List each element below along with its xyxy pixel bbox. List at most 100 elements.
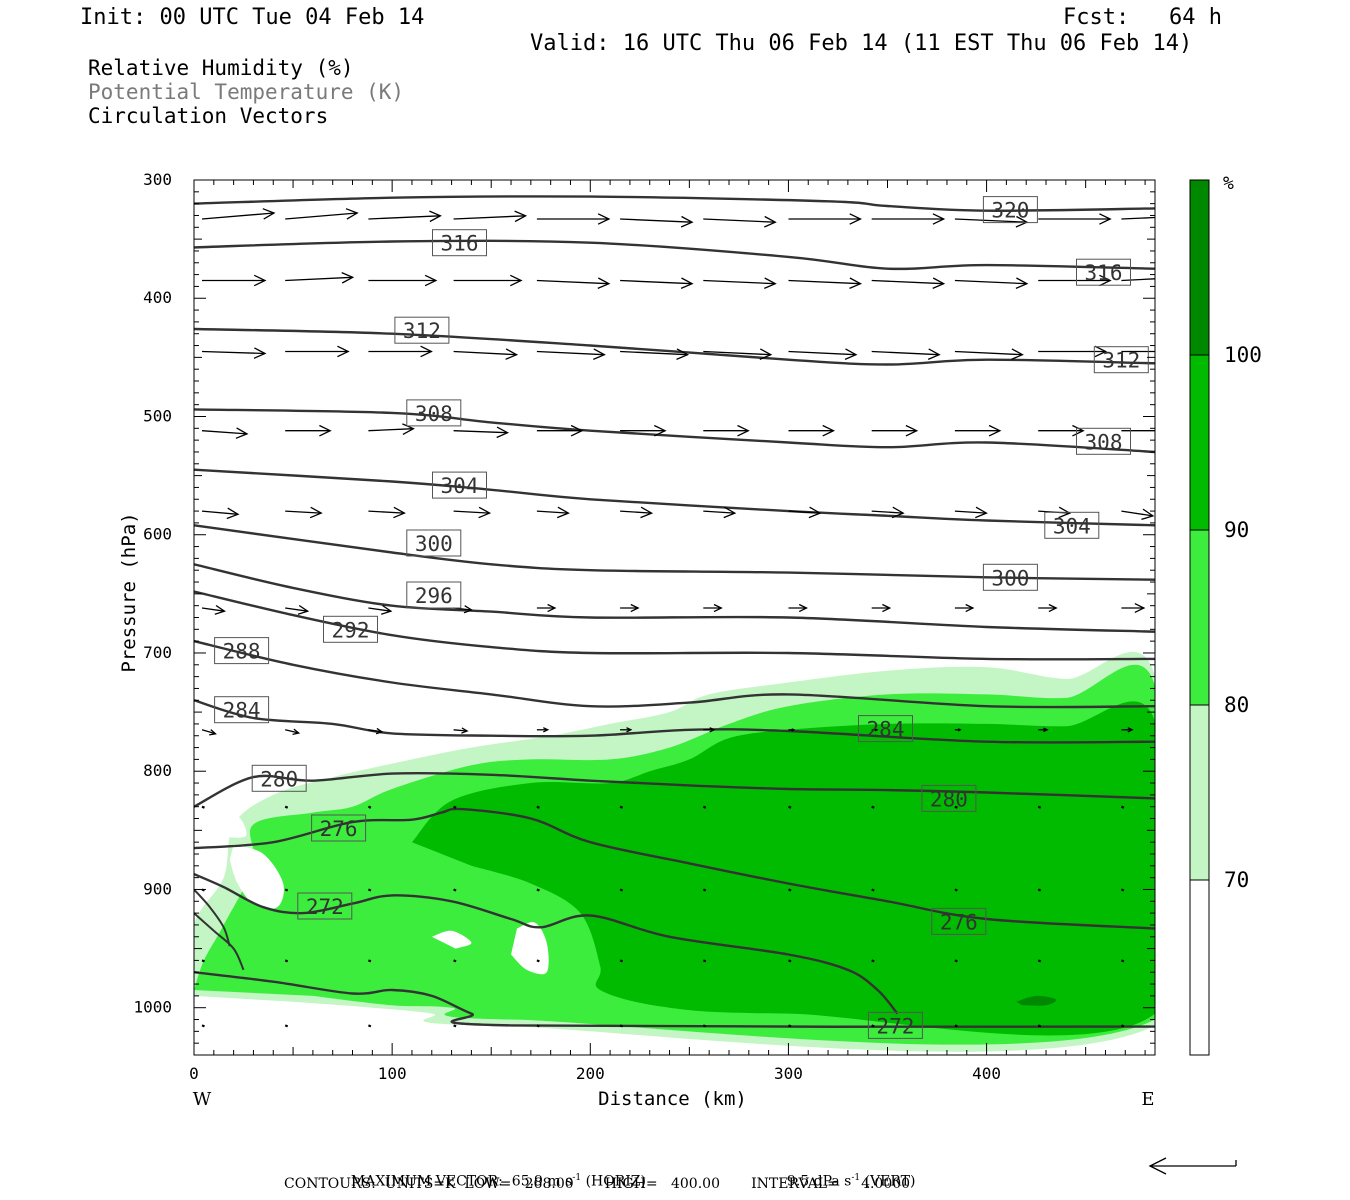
vector-arrow [871,888,875,892]
vector-arrow [536,805,540,809]
vector-arrow [954,959,958,963]
vector-arrow [201,430,248,435]
vector-arrow-head [932,277,946,289]
vector-arrow [201,607,225,612]
max-vector-label: MAXIMUM VECTOR: [350,1173,503,1190]
vector-arrow-head [593,348,606,360]
contour-label: 308 [1085,430,1123,454]
vector-arrow [871,510,904,514]
contour-label: 316 [1085,261,1123,285]
vector-arrow-head [478,506,492,519]
vector-arrow-head [882,603,892,613]
contour-label-box [214,637,270,665]
contour-label: 308 [415,402,453,426]
vector-arrow [367,1024,372,1028]
y-tick-label: 900 [143,879,172,898]
vector-arrow-head [764,277,777,289]
x-tick-label: 0 [189,1064,199,1083]
vector-arrow-head [597,277,611,289]
vector-arrow [453,430,508,434]
vector-arrow [1121,510,1153,517]
theta-contour-312 [194,327,1155,366]
theta-contour-284 [194,699,1155,744]
vector-arrow [453,888,457,892]
vector-arrow [536,1024,540,1028]
contour-label-box [297,892,353,920]
vector-arrow [368,215,441,220]
contour-label-box [1093,346,1149,374]
vector-arrow-head [822,424,835,437]
contour-label: 272 [306,895,344,919]
plot-area: 320 316 316 312 312 308 308 304 304 300 300 296 292 2… [194,195,1155,1052]
theta-contour-308 [194,408,1155,454]
vector-arrow-head [891,506,905,519]
vector-arrow-head [214,604,226,615]
rh-hole-3 [431,930,472,949]
vector-arrow-head [1011,348,1024,360]
vector-arrow [1121,216,1155,220]
vector-arrow [201,805,205,809]
colorbar-swatch [1189,354,1210,531]
vector-arrow-head [226,507,240,520]
vector-arrow-head [1099,274,1112,287]
y-tick-label: 800 [143,761,172,780]
vector-arrow [620,218,693,223]
vector-arrow [367,959,372,963]
vector-arrow-head [1127,727,1134,733]
contour-label-box [982,196,1038,224]
vector-arrow-head [597,213,611,225]
theta-contour-292 [194,590,1155,661]
vector-arrow [702,888,707,892]
vector-arrow [284,1024,289,1028]
contour-label: 304 [441,474,479,498]
contour-label-box [394,316,450,344]
vector-arrow-head [676,348,690,360]
vector-arrow-head [309,506,323,519]
vector-arrow [201,350,266,355]
vector-arrow-head [965,603,975,613]
vector-arrow [453,215,526,220]
vector-arrow-head [713,603,723,613]
forecast-hour: Fcst: 64 h [1063,5,1222,30]
vector-arrow-head [253,274,267,287]
vector-arrow-head [988,424,1002,437]
contour-label-box [432,229,487,257]
x-tick-label: 200 [576,1064,605,1083]
east-label: E [1141,1089,1154,1110]
rh-title: Relative Humidity (%) [88,56,354,80]
vector-arrow [284,888,289,892]
theta-title: Potential Temperature (K) [88,80,405,104]
vector-arrow-head [235,427,249,439]
vector-arrow [285,607,308,612]
vector-arrow [871,1024,875,1028]
colorbar-label: 80 [1224,693,1249,717]
contour-label: 316 [441,232,479,256]
vector-arrow [284,805,289,809]
vector-arrow [1037,959,1042,963]
contour-label-box [867,1011,923,1039]
rh-hole-0 [229,844,284,909]
vector-arrow-head [759,348,773,360]
vector-arrow [368,729,382,733]
vector-arrow-head [253,347,267,359]
vector-arrow-head [570,424,584,437]
vector-arrow [536,510,569,514]
vector-arrow-head [463,605,474,614]
vector-arrow [536,350,605,356]
vector-arrow [954,888,958,892]
contour-label: 288 [223,640,261,664]
contour-label: 280 [260,767,298,791]
contour-label: 312 [403,319,441,343]
contour-label-box [858,715,913,743]
vector-arrow-head [514,210,528,223]
vector-arrow-head [849,277,862,289]
vector-arrow-head [1058,506,1072,519]
vector-arrow-head [375,727,384,735]
contour-label-box [1076,258,1131,286]
contour-label: 272 [876,1014,914,1038]
x-tick-label: 300 [774,1064,803,1083]
vector-arrow [1120,1024,1125,1028]
vert-value: 9.5 dPa s [786,1173,852,1190]
vector-arrow [703,350,771,356]
vector-arrow-head [764,215,777,228]
